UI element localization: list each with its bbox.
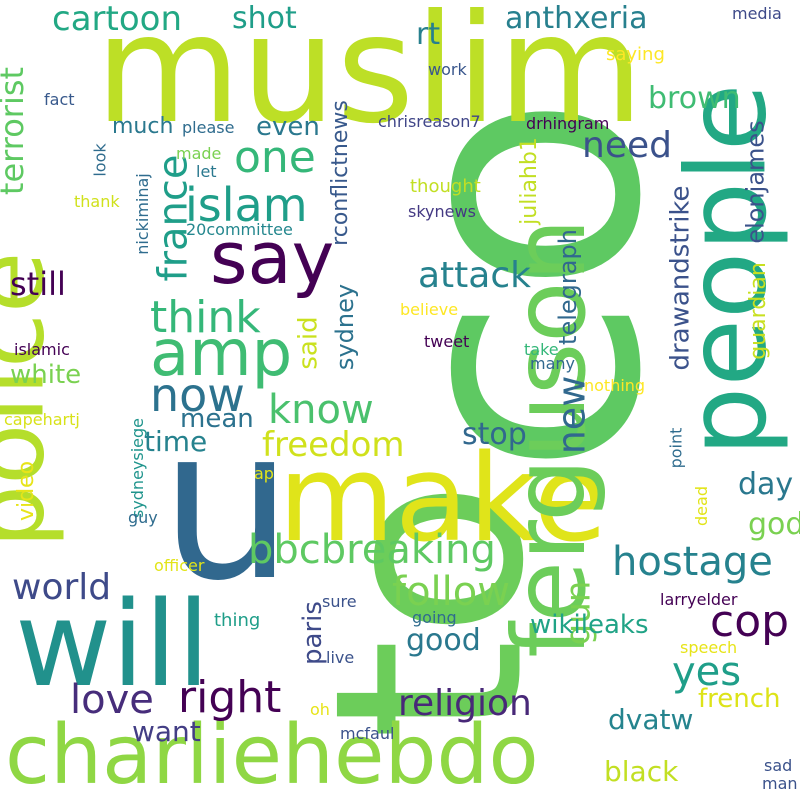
word-larryelder: larryelder: [660, 590, 738, 609]
word-mean: mean: [180, 404, 254, 434]
word-god: god: [748, 507, 800, 542]
word-now: now: [150, 368, 245, 422]
word-france: france: [150, 154, 197, 282]
word-take: take: [524, 340, 559, 359]
word-religion: religion: [398, 683, 532, 724]
word-will: will: [15, 575, 210, 713]
word-oh: oh: [310, 700, 330, 719]
word-skynews: skynews: [408, 202, 476, 221]
word-charliehebdo: charliehebdo: [5, 708, 539, 800]
word-point: point: [666, 427, 686, 469]
word-good: good: [406, 623, 481, 658]
word-thought: thought: [410, 176, 481, 197]
word-ap: ap: [254, 464, 274, 483]
word-bbcbreaking: bbcbreaking: [248, 527, 496, 573]
word-attack: attack: [418, 255, 531, 296]
word-saying: saying: [606, 44, 665, 65]
word-made: made: [176, 144, 222, 163]
word-u: u: [160, 382, 294, 627]
word-20committee: 20committee: [186, 220, 293, 239]
word-need: need: [582, 125, 672, 166]
word-said: said: [293, 316, 324, 370]
word-rt: rt: [416, 17, 441, 52]
word-white: white: [10, 360, 82, 390]
word-want: want: [132, 715, 201, 748]
word-officer: officer: [154, 556, 205, 575]
word-stop: stop: [462, 417, 527, 452]
word-cartoon: cartoon: [52, 0, 182, 39]
word-still: still: [10, 265, 66, 303]
word-think: think: [150, 292, 261, 343]
word-one: one: [234, 132, 316, 183]
word-sydneysiege: sydneysiege: [128, 417, 148, 519]
word-live: live: [326, 648, 355, 667]
word-let: let: [196, 162, 217, 181]
word-amp: amp: [150, 317, 293, 391]
word-wikileaks: wikileaks: [530, 610, 649, 640]
word-thank: thank: [74, 192, 120, 211]
word-nickiminaj: nickiminaj: [132, 173, 152, 255]
word-work: work: [428, 60, 467, 79]
word-even: even: [256, 112, 320, 142]
word-video: video: [14, 460, 40, 522]
word-much: much: [112, 114, 174, 139]
word-make: make: [278, 430, 608, 569]
word-believe: believe: [400, 300, 459, 319]
word-media: media: [732, 4, 782, 23]
word-drhingram: drhingram: [526, 114, 610, 133]
word-french: french: [698, 684, 781, 714]
word-tweet: tweet: [424, 332, 470, 351]
word-time: time: [144, 425, 208, 458]
word-islam: islam: [185, 178, 308, 232]
word-muslim: muslim: [95, 0, 644, 157]
word-many: many: [530, 354, 575, 373]
word-thing: thing: [214, 610, 261, 631]
word-terrorist: terrorist: [0, 66, 32, 196]
word-elonjames: elonjames: [741, 120, 770, 244]
word-say: say: [210, 216, 335, 300]
word-follow: follow: [392, 569, 510, 615]
word-anthxeria: anthxeria: [505, 1, 648, 36]
word-speech: speech: [680, 638, 738, 657]
word-sydney: sydney: [331, 283, 360, 371]
word-dvatw: dvatw: [608, 703, 694, 736]
word-look: look: [90, 143, 110, 177]
word-sure: sure: [322, 592, 357, 611]
word-islamic: islamic: [14, 340, 70, 359]
word-chrisreason7: chrisreason7: [378, 112, 481, 131]
word-hostage: hostage: [612, 539, 773, 585]
word-mcfaul: mcfaul: [340, 724, 395, 743]
word-world: world: [12, 567, 112, 608]
word-drawandstrike: drawandstrike: [665, 185, 696, 371]
word-brown: brown: [648, 81, 741, 116]
word-freedom: freedom: [262, 425, 405, 465]
word-guy: guy: [128, 508, 158, 527]
word-nothing: nothing: [584, 376, 646, 395]
word-please: please: [182, 118, 235, 137]
word-fact: fact: [44, 90, 75, 109]
word-shot: shot: [232, 1, 297, 36]
word-know: know: [268, 387, 374, 433]
word-going: going: [412, 608, 457, 627]
word-juliahb1: juliahb1: [516, 137, 542, 225]
word-guardian: guardian: [745, 262, 771, 360]
word-man: man: [762, 774, 798, 793]
word-day: day: [738, 467, 794, 502]
word-telegraph: telegraph: [553, 229, 582, 345]
word-rconflictnews: rconflictnews: [327, 100, 353, 246]
word-love: love: [70, 677, 154, 723]
word-cop: cop: [710, 596, 790, 647]
word-right: right: [178, 672, 282, 723]
word-yes: yes: [672, 649, 742, 695]
word-sad: sad: [764, 756, 793, 775]
word-black: black: [604, 755, 679, 788]
word-dead: dead: [691, 486, 711, 526]
word-capehartj: capehartj: [4, 410, 80, 429]
